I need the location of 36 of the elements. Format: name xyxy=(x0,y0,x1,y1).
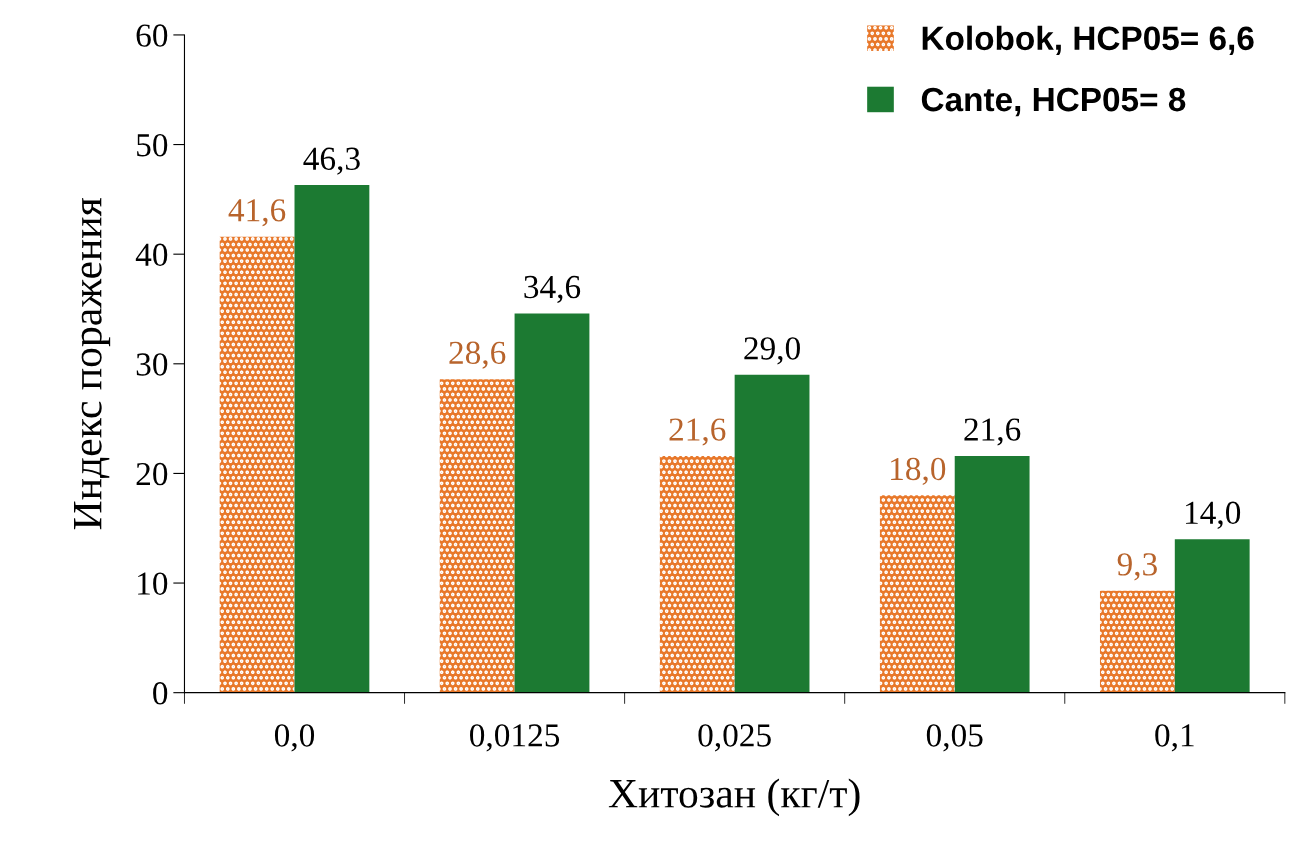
bar xyxy=(1099,590,1175,693)
x-tick-label: 0,05 xyxy=(926,724,983,752)
bar xyxy=(514,313,590,693)
y-tick-label: 40 xyxy=(135,243,168,267)
data-label: 46,3 xyxy=(303,147,360,175)
legend-label: Cante, НСР05= 8 xyxy=(921,87,1186,117)
x-tick-label: 0,1 xyxy=(1155,724,1194,752)
bar xyxy=(219,236,295,693)
bar xyxy=(294,185,370,693)
x-tick-label: 0,025 xyxy=(698,724,771,752)
data-label: 34,6 xyxy=(524,275,581,304)
bar xyxy=(954,455,1030,693)
bar xyxy=(1174,539,1250,693)
data-label: 14,0 xyxy=(1185,501,1241,529)
data-label: 28,6 xyxy=(449,341,506,369)
data-label: 21,6 xyxy=(964,418,1021,446)
bar xyxy=(879,495,955,693)
bar xyxy=(439,379,515,693)
y-tick-label: 60 xyxy=(136,24,168,47)
y-tick-label: 20 xyxy=(136,462,168,486)
y-tick-label: 0 xyxy=(153,682,168,705)
legend-label: Kolobok, НСР05= 6,6 xyxy=(922,25,1254,55)
data-label: 29,0 xyxy=(744,337,800,365)
y-tick-label: 50 xyxy=(137,133,168,157)
y-tick-label: 30 xyxy=(136,353,168,376)
bar xyxy=(659,455,735,693)
y-axis-title: Индекс поражения xyxy=(74,198,111,530)
x-tick-label: 0,0125 xyxy=(470,724,560,752)
data-label: 9,3 xyxy=(1117,553,1157,581)
bar xyxy=(734,374,810,693)
x-tick-label: 0,0 xyxy=(274,724,315,752)
y-tick-label: 10 xyxy=(138,572,168,595)
data-label: 18,0 xyxy=(891,457,946,486)
x-axis-title: Хитозан (кг/т) xyxy=(608,778,860,817)
data-label: 21,6 xyxy=(669,418,726,446)
data-label: 41,6 xyxy=(228,199,286,227)
